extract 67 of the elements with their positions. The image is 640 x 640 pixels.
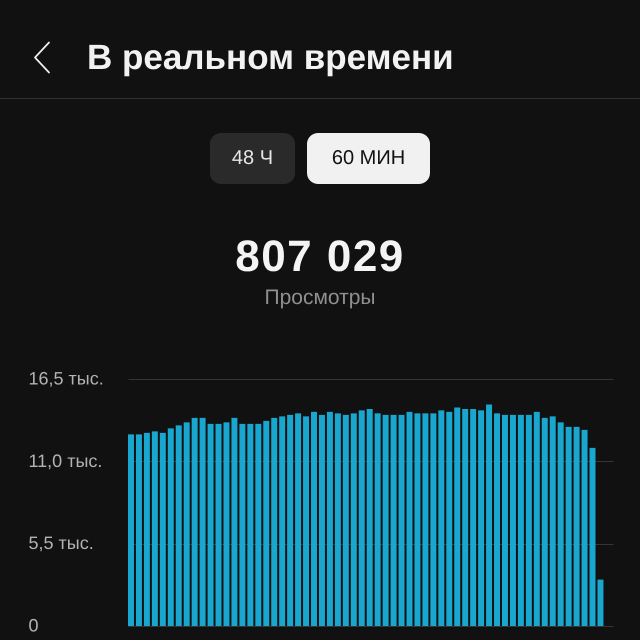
bar bbox=[374, 413, 381, 626]
bar bbox=[558, 422, 564, 626]
bar bbox=[438, 410, 444, 626]
bar bbox=[128, 434, 134, 626]
bar bbox=[160, 432, 166, 626]
y-tick-label: 11,0 тыс. bbox=[28, 450, 102, 471]
bar bbox=[334, 413, 341, 626]
bar bbox=[478, 410, 484, 626]
bar bbox=[430, 413, 436, 626]
bar bbox=[208, 424, 214, 626]
bar bbox=[279, 416, 286, 626]
bar bbox=[582, 430, 588, 626]
bar bbox=[462, 408, 468, 626]
bar bbox=[526, 414, 532, 626]
bar bbox=[223, 422, 230, 626]
bar bbox=[366, 408, 373, 626]
text: 807 029 bbox=[234, 231, 406, 283]
bar bbox=[136, 434, 142, 626]
bar bbox=[486, 404, 492, 626]
bar bbox=[144, 432, 150, 626]
bar bbox=[263, 420, 270, 626]
bar bbox=[398, 414, 405, 626]
bar bbox=[239, 424, 246, 626]
bar bbox=[470, 408, 476, 626]
bar bbox=[406, 412, 412, 626]
bar bbox=[390, 414, 397, 626]
bar bbox=[534, 412, 540, 626]
bar bbox=[382, 414, 389, 626]
bar bbox=[287, 414, 294, 626]
bar bbox=[502, 414, 508, 626]
bar bbox=[414, 413, 420, 626]
bar bbox=[350, 413, 357, 626]
bar bbox=[422, 413, 428, 626]
bar bbox=[566, 426, 572, 626]
bar bbox=[200, 418, 206, 626]
bar bbox=[446, 412, 452, 626]
bar bbox=[342, 414, 349, 626]
bar bbox=[231, 418, 238, 626]
bar bbox=[311, 412, 317, 626]
bar bbox=[454, 407, 460, 626]
y-tick-label: 5,5 тыс. bbox=[28, 533, 94, 554]
bar bbox=[518, 414, 524, 626]
bar bbox=[216, 424, 222, 626]
bar bbox=[192, 418, 198, 626]
bar bbox=[358, 410, 365, 626]
bar bbox=[542, 418, 548, 626]
toggle-button: 48 Ч bbox=[210, 133, 295, 184]
y-tick-label: 0 bbox=[28, 616, 39, 636]
text: Просмотры bbox=[264, 285, 376, 311]
bar bbox=[184, 422, 190, 626]
bar bbox=[550, 416, 556, 626]
chart-title: В реальном времени bbox=[87, 37, 454, 79]
y-tick-label: 16,5 тыс. bbox=[28, 368, 104, 388]
bar bbox=[494, 413, 500, 626]
bar bbox=[255, 424, 262, 626]
bar bbox=[271, 418, 278, 626]
toggle-button: 60 МИН bbox=[307, 133, 430, 184]
bar bbox=[510, 414, 516, 626]
bar bbox=[303, 416, 310, 626]
bar bbox=[597, 580, 604, 626]
bar bbox=[590, 448, 596, 626]
bar bbox=[247, 424, 254, 626]
bar bbox=[318, 414, 325, 626]
bar bbox=[295, 413, 302, 626]
bar bbox=[152, 431, 158, 626]
bar bbox=[574, 426, 580, 626]
bar bbox=[326, 412, 333, 626]
